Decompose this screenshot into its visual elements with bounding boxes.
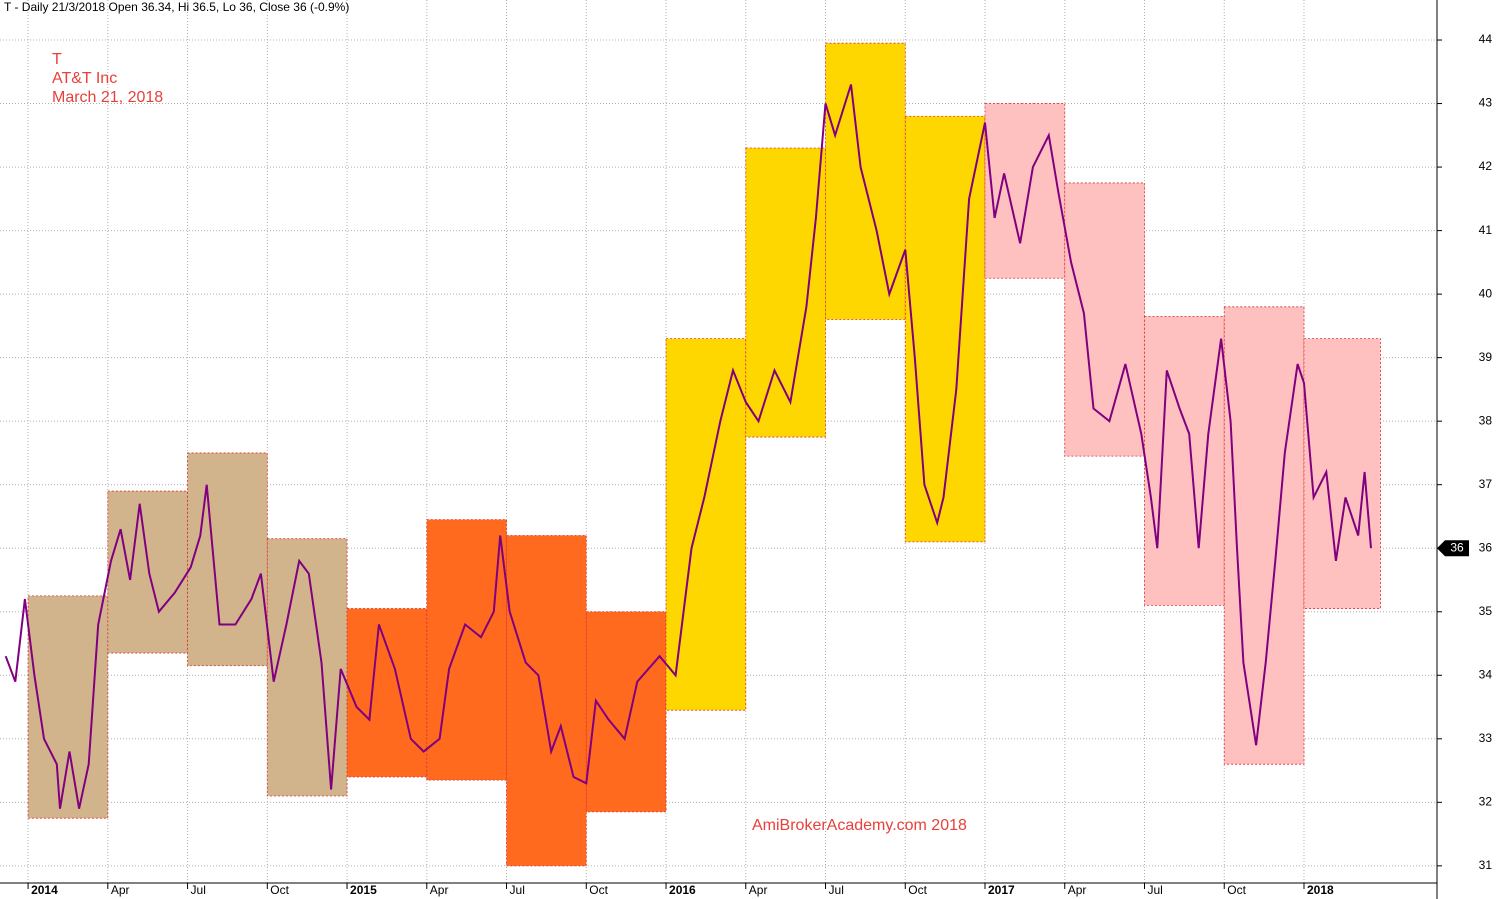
quarter-box [984,103,1066,279]
x-tick-label: Apr [749,883,768,897]
quarter-box [825,42,906,320]
y-tick-label: 35 [1479,604,1493,618]
quarter-box [187,452,268,667]
y-tick-label: 40 [1479,286,1493,300]
quarter-box [506,535,587,867]
annotation: AT&T Inc [52,70,117,87]
x-tick-label: Apr [1068,883,1087,897]
price [4,84,1372,809]
x-tick-label: Apr [111,883,130,897]
quarter-box [1303,338,1381,609]
y-tick-label: 39 [1479,350,1493,364]
axis-labels: 31 32 33 34 35 36 37 38 39 40 41 42 43 44 2014 Apr Jul Oc… [27,32,1493,897]
y-tick-label: 33 [1479,731,1493,745]
quarter-box [1144,315,1225,606]
y-tick-label: 42 [1479,159,1493,173]
x-tick-label: 2017 [988,883,1015,897]
watermark: AmiBrokerAcademy.com 2018 [752,817,967,834]
y-tick-label: 31 [1479,858,1493,872]
chart-header: T - Daily 21/3/2018 Open 36.34, Hi 36.5,… [4,0,349,14]
quarter-box [585,611,667,813]
quarter-box [346,608,428,778]
x-tick-label: 2015 [350,883,377,897]
quarter-box [1064,182,1145,457]
x-tick-label: Jul [1147,883,1162,897]
x-tick-label: Apr [430,883,449,897]
y-tick-label: 43 [1479,96,1493,110]
quarter-box [107,490,188,654]
last-price-label: 36 [1450,540,1464,554]
y-tick-label: 37 [1479,477,1493,491]
x-tick-label: 2018 [1307,883,1334,897]
y-tick-label: 38 [1479,413,1493,427]
quarter-box [27,595,109,819]
x-tick-label: Jul [510,883,525,897]
y-tick-label: 44 [1479,32,1493,46]
annotation: March 21, 2018 [52,89,163,106]
x-tick-label: Jul [829,883,844,897]
quarter-box [266,538,348,797]
x-tick-label: 2014 [31,883,58,897]
y-tick-label: 34 [1479,667,1493,681]
x-tick-label: Jul [191,883,206,897]
quarter-boxes [27,42,1381,867]
x-tick-label: Oct [270,883,289,897]
y-tick-label: 32 [1479,794,1493,808]
x-tick-label: 2016 [669,883,696,897]
quarter-box [1223,306,1305,765]
x-tick-label: Oct [908,883,927,897]
x-tick-label: Oct [589,883,608,897]
x-tick-label: Oct [1227,883,1246,897]
quarter-box [426,519,507,781]
y-tick-label: 36 [1479,540,1493,554]
annotation: T [52,51,62,68]
price-line [4,84,1372,809]
y-tick-label: 41 [1479,223,1493,237]
last-price-badge [1437,540,1469,557]
